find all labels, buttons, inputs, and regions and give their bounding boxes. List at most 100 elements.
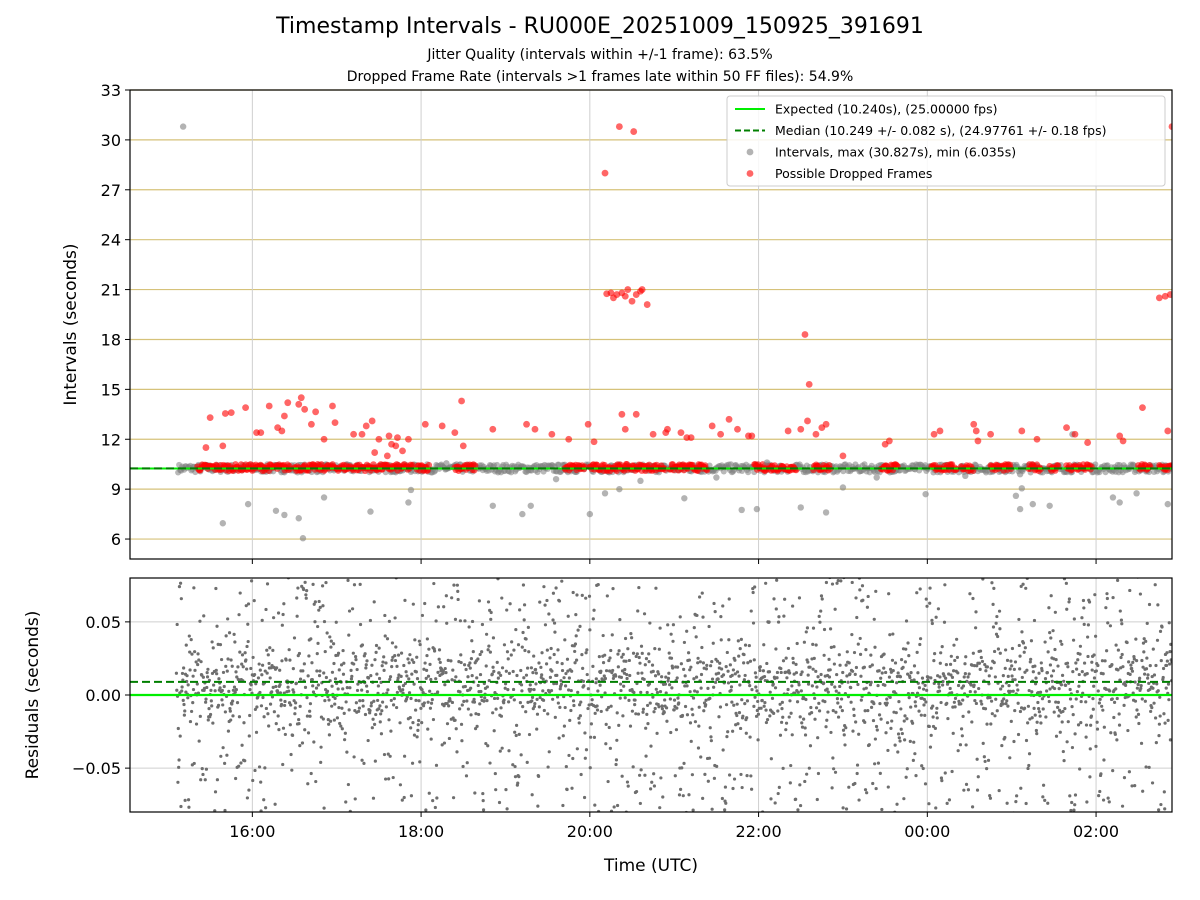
- residual-point: [769, 797, 773, 801]
- residual-point: [1098, 697, 1102, 701]
- residual-point: [784, 656, 788, 660]
- residual-point: [576, 628, 580, 632]
- residual-point: [472, 700, 477, 704]
- residual-point: [1122, 571, 1125, 574]
- residual-point: [991, 625, 996, 629]
- legend-box: [726, 95, 1166, 187]
- residual-point: [1013, 660, 1018, 664]
- residual-point: [463, 619, 467, 623]
- residual-point: [673, 774, 677, 778]
- residual-point: [287, 648, 291, 652]
- residual-point: [279, 698, 283, 702]
- residual-point: [509, 814, 512, 817]
- residual-point: [743, 643, 748, 647]
- residual-point: [1095, 727, 1100, 731]
- interval-outlier-point: [405, 499, 412, 506]
- residual-point: [366, 738, 370, 743]
- residual-point: [1142, 637, 1146, 641]
- residual-point: [647, 682, 652, 686]
- residual-point: [974, 701, 978, 706]
- residual-point: [505, 650, 510, 654]
- dropped-frame-outlier-point: [677, 429, 685, 437]
- residual-point: [365, 659, 369, 663]
- residual-point: [1004, 648, 1008, 652]
- residual-point: [593, 711, 597, 715]
- residual-point: [535, 697, 539, 701]
- residual-point: [213, 809, 217, 812]
- residual-point: [782, 614, 786, 618]
- residual-point: [773, 801, 777, 805]
- residual-point: [1024, 586, 1028, 590]
- residual-point: [925, 688, 929, 692]
- residual-point: [1089, 723, 1093, 727]
- residual-point: [692, 677, 696, 681]
- residual-point: [522, 676, 526, 680]
- residual-point: [643, 663, 647, 667]
- residual-point: [1169, 642, 1172, 646]
- residual-point: [1062, 759, 1066, 763]
- residual-point: [665, 719, 669, 723]
- residual-point: [526, 625, 530, 629]
- residual-point: [397, 673, 401, 677]
- residual-point: [403, 598, 407, 602]
- residual-point: [428, 689, 432, 693]
- residual-point: [950, 769, 954, 774]
- residual-point: [727, 773, 732, 777]
- residual-point: [1018, 667, 1022, 671]
- residual-point: [333, 702, 337, 706]
- residual-point: [854, 596, 858, 600]
- residual-point: [578, 714, 582, 718]
- residuals-y-axis-label: Residuals (seconds): [23, 611, 43, 780]
- residual-point: [864, 648, 868, 652]
- residual-point: [909, 671, 913, 675]
- residual-point: [593, 803, 597, 807]
- residual-point: [382, 655, 386, 659]
- dropped-frame-outlier-point: [202, 444, 210, 451]
- residual-point: [1122, 775, 1127, 780]
- residual-point: [1130, 784, 1134, 788]
- residual-point: [470, 674, 474, 678]
- residual-point: [1078, 652, 1082, 656]
- residual-point: [337, 668, 341, 672]
- residual-point: [245, 796, 250, 800]
- residual-point: [563, 705, 567, 710]
- residual-point: [636, 712, 641, 716]
- residual-point: [940, 645, 944, 649]
- dropped-frame-outlier-point: [242, 404, 249, 412]
- residual-point: [797, 683, 801, 687]
- residual-point: [1075, 667, 1079, 671]
- residual-point: [883, 813, 886, 816]
- residual-point: [687, 793, 691, 797]
- residual-point: [811, 642, 815, 646]
- residual-point: [955, 655, 959, 659]
- residual-point: [511, 763, 515, 767]
- residual-point: [927, 724, 931, 729]
- residual-point: [441, 671, 445, 676]
- residual-point: [711, 641, 715, 645]
- residual-point: [292, 636, 297, 640]
- residual-point: [794, 662, 798, 666]
- dropped-frame-outlier-point: [748, 432, 756, 440]
- residual-point: [1023, 706, 1027, 710]
- residual-point: [1027, 752, 1032, 756]
- residual-point: [1049, 636, 1053, 640]
- residual-point: [948, 686, 952, 691]
- legend-entry: Median (10.249 +/- 0.082 s), (24.97761 +…: [775, 123, 1106, 138]
- x-axis-label: Time (UTC): [603, 856, 698, 876]
- residual-point: [893, 661, 898, 665]
- residual-point: [1166, 682, 1171, 686]
- chart-title: Timestamp Intervals - RU000E_20251009_15…: [276, 14, 924, 39]
- residual-point: [654, 586, 658, 590]
- residual-point: [260, 618, 264, 622]
- residual-point: [677, 701, 681, 705]
- residual-point: [975, 788, 980, 792]
- dropped-frame-outlier-point: [358, 430, 366, 438]
- residual-point: [980, 659, 985, 664]
- residual-point: [1159, 802, 1163, 807]
- residual-point: [830, 786, 834, 790]
- residual-point: [863, 788, 868, 792]
- residual-point: [333, 677, 338, 681]
- residual-point: [619, 682, 623, 686]
- residual-point: [502, 698, 506, 702]
- residual-point: [617, 649, 621, 653]
